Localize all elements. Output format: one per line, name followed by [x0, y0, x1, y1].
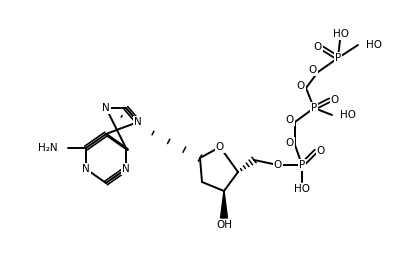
Text: H₂N: H₂N: [38, 143, 58, 153]
Text: O: O: [285, 138, 293, 148]
Text: HO: HO: [365, 40, 381, 50]
Text: N: N: [82, 164, 90, 174]
Text: P: P: [334, 53, 340, 63]
Text: O: O: [296, 81, 305, 91]
Polygon shape: [220, 191, 227, 218]
Text: N: N: [122, 164, 130, 174]
Text: HO: HO: [293, 184, 309, 194]
Text: HO: HO: [332, 29, 348, 39]
Text: O: O: [330, 95, 338, 105]
Text: P: P: [310, 103, 316, 113]
Text: OH: OH: [215, 220, 231, 230]
Text: O: O: [273, 160, 281, 170]
Text: O: O: [215, 142, 224, 152]
Text: N: N: [102, 103, 110, 113]
Text: HO: HO: [339, 110, 355, 120]
Text: O: O: [313, 42, 321, 52]
Text: O: O: [316, 146, 324, 156]
Text: N: N: [134, 117, 141, 127]
Text: P: P: [298, 160, 305, 170]
Text: O: O: [285, 115, 293, 125]
Text: O: O: [308, 65, 316, 75]
